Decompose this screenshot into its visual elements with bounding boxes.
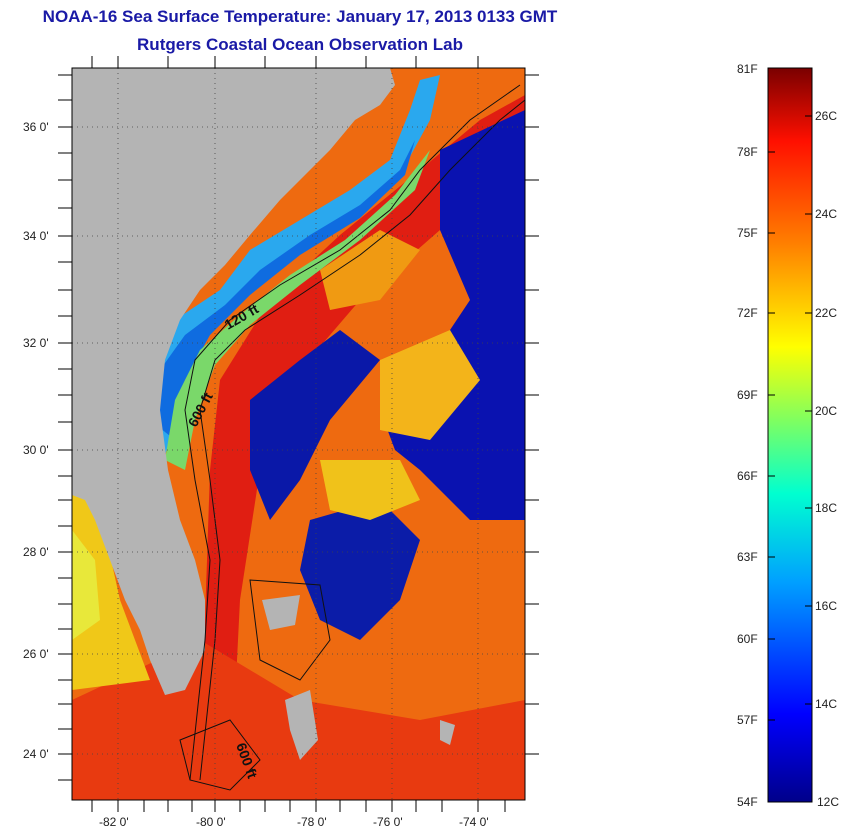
colorbar-f-label: 63F xyxy=(737,550,758,564)
lat-label: 30 0' xyxy=(23,443,49,457)
colorbar-f-label: 81F xyxy=(737,62,758,76)
colorbar-f-label: 75F xyxy=(737,226,758,240)
colorbar-c-label: 24C xyxy=(815,207,837,221)
gulf-coastal-water xyxy=(72,490,150,690)
colorbar-f-label: 66F xyxy=(737,469,758,483)
contour-bahamas-1 xyxy=(249,579,331,681)
shelf-mid xyxy=(165,150,430,470)
yellow-patch-2 xyxy=(380,330,480,440)
gulf-nearshore xyxy=(72,530,100,640)
land-florida xyxy=(72,68,395,695)
sst-map: 120 ft 600 ft 600 ft xyxy=(72,68,525,800)
colorbar-c-label: 26C xyxy=(815,109,837,123)
land-bahamas-3 xyxy=(440,720,455,745)
lat-label: 24 0' xyxy=(23,747,49,761)
contour-south xyxy=(179,719,261,791)
lon-label: -80 0' xyxy=(196,815,226,829)
colorbar-c-label: 22C xyxy=(815,306,837,320)
shelf-inner xyxy=(150,140,415,440)
lon-label: -74 0' xyxy=(459,815,489,829)
colorbar-f-label: 69F xyxy=(737,388,758,402)
map-frame xyxy=(71,67,526,801)
axis-ticks xyxy=(58,56,539,812)
land-bahamas-1 xyxy=(262,595,300,630)
yellow-patch-1 xyxy=(320,460,420,520)
colorbar-c-label: 14C xyxy=(815,697,837,711)
map-title: NOAA-16 Sea Surface Temperature: January… xyxy=(42,7,558,26)
lon-label: -78 0' xyxy=(297,815,327,829)
colorbar-f-label: 78F xyxy=(737,145,758,159)
colorbar-f-label: 54F xyxy=(737,795,758,809)
map-subtitle: Rutgers Coastal Ocean Observation Lab xyxy=(137,35,463,54)
lon-label: -82 0' xyxy=(99,815,129,829)
colorbar-c-label: 16C xyxy=(815,599,837,613)
contour-120ft xyxy=(184,84,521,781)
colorbar-f-label: 60F xyxy=(737,632,758,646)
lat-label: 28 0' xyxy=(23,545,49,559)
colorbar-c-label: 20C xyxy=(815,404,837,418)
land-bahamas-2 xyxy=(285,690,318,760)
colorbar-c-label: 18C xyxy=(815,501,837,515)
lat-label: 36 0' xyxy=(23,120,49,134)
lat-label: 34 0' xyxy=(23,229,49,243)
contour-600ft xyxy=(199,99,525,781)
cold-eddy-1 xyxy=(250,330,380,520)
colorbar-f-label: 57F xyxy=(737,713,758,727)
cold-eddy-2 xyxy=(300,500,420,640)
colorbar-ticks xyxy=(768,115,812,721)
lat-label: 26 0' xyxy=(23,647,49,661)
orange-patch xyxy=(320,230,420,310)
map-grid xyxy=(72,68,525,800)
lon-label: -76 0' xyxy=(373,815,403,829)
colorbar-c-label: 12C xyxy=(817,795,839,809)
lat-label: 32 0' xyxy=(23,336,49,350)
colorbar xyxy=(767,67,813,803)
colorbar-f-label: 72F xyxy=(737,306,758,320)
